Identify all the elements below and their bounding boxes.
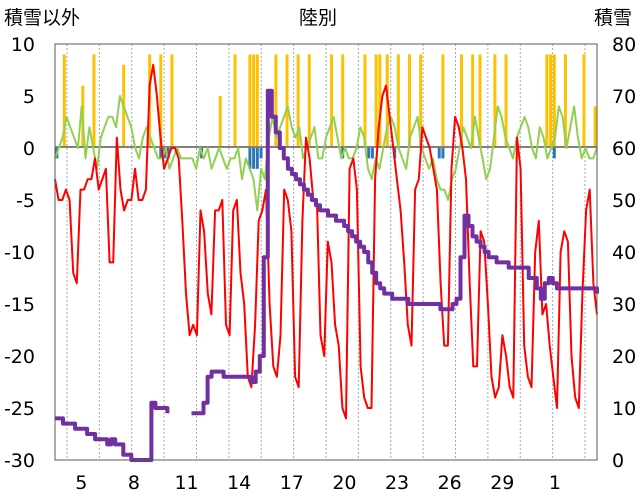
precipitation-bar <box>563 54 567 148</box>
x-tick-label: 8 <box>128 472 140 494</box>
chart-title: 陸別 <box>299 7 337 29</box>
plot-border <box>54 43 598 461</box>
precipitation-bar <box>471 54 475 148</box>
right-tick-label: 60 <box>612 138 636 160</box>
snow_depth-line <box>55 88 599 462</box>
snowfall-bar <box>255 148 259 169</box>
left-tick-label: -25 <box>4 398 35 420</box>
right-tick-label: 10 <box>612 398 636 420</box>
right-axis-label: 積雪 <box>594 7 632 29</box>
precipitation-bar <box>285 54 289 148</box>
lines <box>54 63 599 462</box>
x-tick-label: 1 <box>549 472 561 494</box>
left-tick-label: -5 <box>16 190 35 212</box>
precipitation-bar <box>419 54 423 148</box>
precipitation-bar <box>441 54 445 148</box>
precipitation-bar <box>252 54 256 148</box>
x-tick-label: 14 <box>227 472 251 494</box>
precipitation-bar <box>545 54 549 148</box>
snowfall-bar <box>259 148 263 159</box>
precipitation-bar <box>170 54 174 148</box>
x-tick-label: 17 <box>280 472 304 494</box>
left-tick-label: 10 <box>11 34 35 56</box>
precipitation-bar <box>62 54 66 148</box>
precipitation-bar <box>552 54 556 148</box>
left-tick-label: -30 <box>4 450 35 472</box>
x-tick-label: 5 <box>75 472 87 494</box>
precipitation-bar <box>296 54 300 148</box>
x-tick-label: 26 <box>438 472 462 494</box>
precipitation-bar <box>593 106 597 148</box>
left-tick-label: 0 <box>23 138 35 160</box>
snowfall-bar <box>367 148 371 159</box>
right-tick-label: 50 <box>612 190 636 212</box>
snowfall-bar <box>166 148 170 159</box>
precipitation-bar <box>374 54 378 148</box>
snowfall-bar <box>248 148 252 169</box>
precipitation-bar <box>307 54 311 148</box>
x-tick-label: 23 <box>385 472 409 494</box>
snowfall-bar <box>437 148 441 159</box>
precipitation-bar <box>274 54 278 148</box>
right-tick-label: 40 <box>612 242 636 264</box>
snowfall-bar <box>159 148 163 159</box>
right-tick-label: 80 <box>612 34 636 56</box>
precipitation-bar <box>92 54 96 148</box>
right-axis-ticks: 80 70 60 50 40 30 20 10 0 <box>612 34 636 472</box>
precipitation-bar <box>460 54 463 148</box>
right-tick-label: 70 <box>612 86 636 108</box>
precipitation-bar <box>218 96 222 148</box>
right-tick-label: 30 <box>612 294 636 316</box>
snowfall-bar <box>370 148 374 159</box>
right-tick-label: 0 <box>612 450 624 472</box>
x-tick-label: 29 <box>490 472 514 494</box>
left-tick-label: -10 <box>4 242 35 264</box>
precipitation-bar <box>363 54 367 148</box>
precipitation-bar <box>582 54 586 148</box>
precipitation-bar <box>341 54 345 148</box>
left-axis-ticks: 10 5 0 -5 -10 -15 -20 -25 -30 <box>4 34 35 472</box>
precipitation-bar <box>159 54 163 148</box>
precipitation-bar <box>330 54 334 148</box>
precipitation-bar <box>408 54 412 148</box>
x-tick-label: 11 <box>174 472 198 494</box>
left-tick-label: 5 <box>23 86 35 108</box>
precipitation-bar <box>233 54 237 148</box>
precipitation-bar <box>478 54 482 148</box>
precipitation-bar <box>504 54 508 148</box>
precipitation-bar <box>378 54 382 148</box>
snowfall-bar <box>441 148 445 159</box>
left-tick-label: -15 <box>4 294 35 316</box>
snowfall-bar <box>252 148 256 169</box>
precipitation-bar <box>255 54 259 148</box>
left-tick-label: -20 <box>4 346 35 368</box>
snowfall-bar <box>552 148 556 159</box>
temp_max-line <box>54 95 598 212</box>
x-axis-ticks: 5 8 11 14 17 20 23 26 29 1 <box>75 472 561 494</box>
precipitation-bar <box>549 54 553 148</box>
right-tick-label: 20 <box>612 346 636 368</box>
precipitation-bar <box>493 54 497 148</box>
precipitation-bar <box>396 54 400 148</box>
x-tick-label: 20 <box>332 472 356 494</box>
precipitation-bar <box>248 54 252 148</box>
left-axis-label: 積雪以外 <box>4 7 80 29</box>
temp_min-line <box>54 63 598 420</box>
bars <box>55 54 597 169</box>
